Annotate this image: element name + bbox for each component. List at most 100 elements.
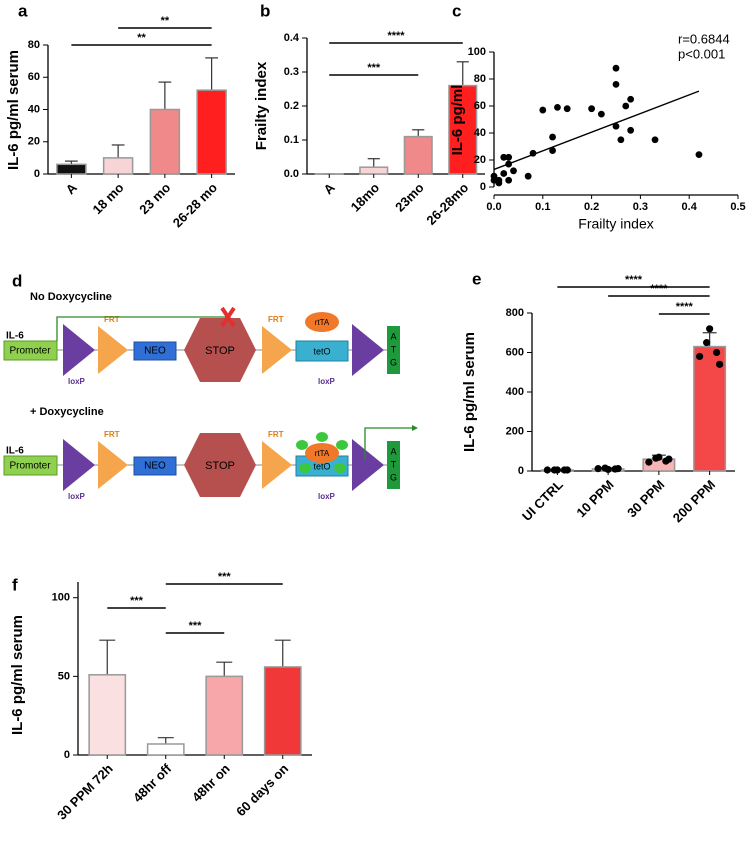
data-point — [500, 170, 507, 177]
activator-dot — [336, 440, 348, 450]
significance-label: **** — [387, 30, 405, 42]
stop-label: STOP — [205, 345, 235, 357]
panel-label: b — [260, 1, 270, 20]
y-tick-label: 40 — [28, 103, 40, 115]
annotation: r=0.6844 — [678, 31, 730, 46]
y-axis-label: Frailty index — [253, 61, 270, 150]
data-point — [696, 151, 703, 158]
y-axis-label: IL-6 pg/ml serum — [9, 615, 26, 735]
x-tick-label: 0.4 — [682, 201, 698, 213]
rtta-label: rtTA — [315, 449, 330, 458]
data-point — [617, 136, 624, 143]
significance-label: **** — [650, 283, 668, 295]
y-tick-label: 0.1 — [284, 134, 299, 146]
data-point — [613, 65, 620, 72]
y-tick-label: 0.2 — [284, 100, 299, 112]
frt-triangle — [262, 326, 292, 374]
bar — [148, 744, 184, 755]
data-point — [706, 325, 713, 332]
data-point — [703, 339, 710, 346]
significance-label: *** — [130, 595, 144, 607]
significance-label: ** — [161, 15, 170, 27]
loxp-label: loxP — [68, 492, 86, 501]
y-tick-label: 600 — [506, 346, 524, 358]
significance-label: ** — [137, 32, 146, 44]
y-tick-label: 400 — [506, 386, 524, 398]
stop-label: STOP — [205, 460, 235, 472]
x-tick-label: 60 days on — [233, 761, 291, 819]
loxp-triangle — [63, 324, 95, 376]
bar — [104, 158, 133, 174]
data-point — [564, 466, 571, 473]
atg-letter: A — [390, 446, 396, 456]
x-tick-label: 26-28 mo — [170, 180, 221, 231]
x-tick-label: 0.3 — [633, 201, 648, 213]
y-tick-label: 80 — [474, 73, 486, 85]
activator-dot — [334, 463, 346, 473]
promoter-label: Promoter — [9, 461, 51, 472]
y-tick-label: 0 — [34, 168, 40, 180]
y-tick-label: 0.4 — [284, 32, 300, 44]
row-heading: + Doxycycline — [30, 406, 104, 418]
significance-label: **** — [625, 274, 643, 286]
data-point — [530, 150, 537, 157]
panel-label: f — [12, 575, 18, 594]
significance-label: **** — [676, 301, 694, 313]
y-tick-label: 0 — [518, 465, 524, 477]
data-point — [554, 104, 561, 111]
y-tick-label: 100 — [52, 592, 70, 604]
frt-label: FRT — [268, 315, 284, 324]
data-point — [564, 105, 571, 112]
panel-label: d — [12, 271, 22, 290]
data-point — [549, 147, 556, 154]
y-axis-label: IL-6 pg/ml serum — [5, 50, 22, 170]
frt-triangle — [98, 326, 128, 374]
regression-line — [494, 91, 699, 169]
y-tick-label: 20 — [28, 136, 40, 148]
y-axis-label: IL-6 pg/ml — [449, 85, 466, 156]
gene-label: IL-6 — [6, 331, 24, 342]
x-tick-label: 23mo — [392, 180, 427, 215]
x-tick-label: 0.1 — [535, 201, 550, 213]
panel-label: c — [452, 1, 461, 20]
x-tick-label: 0.2 — [584, 201, 599, 213]
x-tick-label: 10 PPM — [573, 477, 616, 520]
x-tick-label: 23 mo — [136, 180, 173, 217]
x-tick-label: 26-28mo — [423, 180, 471, 228]
atg-letter: T — [391, 459, 397, 469]
frt-triangle — [262, 441, 292, 489]
frt-triangle — [98, 441, 128, 489]
significance-label: *** — [218, 571, 232, 583]
y-tick-label: 0.3 — [284, 66, 299, 78]
x-tick-label: 18mo — [348, 180, 383, 215]
significance-label: *** — [367, 62, 381, 74]
y-tick-label: 800 — [506, 307, 524, 319]
data-point — [645, 459, 652, 466]
neo-label: NEO — [144, 346, 166, 357]
bar — [265, 667, 301, 755]
y-tick-label: 50 — [58, 670, 70, 682]
x-axis-label: Frailty index — [578, 216, 653, 232]
frt-label: FRT — [104, 430, 120, 439]
y-axis-label: IL-6 pg/ml serum — [461, 332, 478, 452]
x-tick-label: UI CTRL — [519, 477, 566, 524]
loxp-triangle — [352, 439, 384, 491]
atg-letter: G — [390, 472, 397, 482]
bar — [150, 110, 179, 175]
bar — [206, 676, 242, 755]
data-point — [595, 465, 602, 472]
x-tick-label: A — [321, 180, 339, 198]
data-point — [696, 353, 703, 360]
bar — [57, 164, 86, 174]
y-tick-label: 0 — [64, 749, 70, 761]
data-point — [539, 107, 546, 114]
y-tick-label: 20 — [474, 154, 486, 166]
loxp-triangle — [63, 439, 95, 491]
y-tick-label: 40 — [474, 127, 486, 139]
bar — [197, 90, 226, 174]
x-tick-label: A — [63, 180, 81, 198]
x-tick-label: 18 mo — [89, 180, 126, 217]
rtta-label: rtTA — [315, 318, 330, 327]
